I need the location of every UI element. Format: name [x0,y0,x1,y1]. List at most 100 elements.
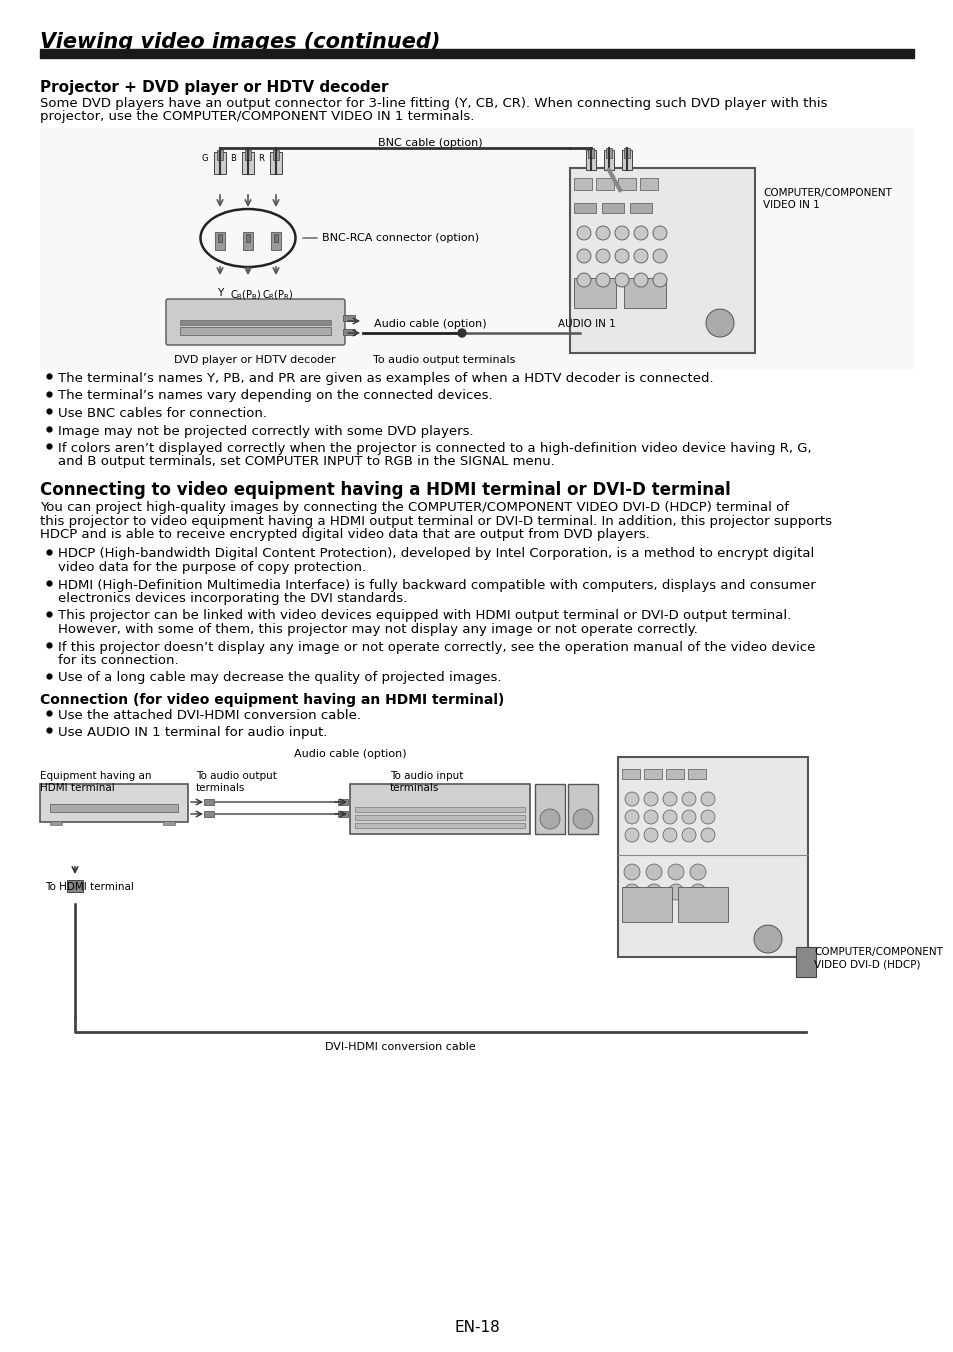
Text: BNC-RCA connector (option): BNC-RCA connector (option) [322,233,478,243]
Bar [204,799,213,804]
Circle shape [700,810,714,823]
Bar [40,784,188,822]
Bar [605,147,612,158]
Bar [213,151,226,174]
Text: R: R [258,154,264,164]
Circle shape [652,273,666,287]
Bar [567,784,598,834]
Text: BNC cable (option): BNC cable (option) [377,138,482,147]
Circle shape [667,884,683,900]
Bar [180,320,331,324]
Bar [274,234,277,242]
Circle shape [615,273,628,287]
Bar [355,807,524,813]
Bar [355,815,524,821]
Text: To audio output
terminals: To audio output terminals [195,771,276,794]
Bar [50,821,62,825]
Circle shape [645,864,661,880]
Bar [643,769,661,779]
Text: COMPUTER/COMPONENT
VIDEO IN 1: COMPUTER/COMPONENT VIDEO IN 1 [762,188,891,211]
Text: $\mathsf{C_R(P_R)}$: $\mathsf{C_R(P_R)}$ [262,288,294,301]
Circle shape [577,226,590,241]
Circle shape [705,310,733,337]
Bar [67,880,83,892]
Bar [204,811,213,817]
Text: video data for the purpose of copy protection.: video data for the purpose of copy prote… [58,561,366,575]
Bar [795,946,815,977]
Text: Projector + DVD player or HDTV decoder: Projector + DVD player or HDTV decoder [40,80,388,95]
Text: EN-18: EN-18 [454,1320,499,1334]
Bar [629,203,651,214]
Bar [569,168,754,353]
Bar [618,757,807,957]
Bar [242,151,253,174]
Text: for its connection.: for its connection. [58,654,178,667]
Text: G: G [201,154,208,164]
Circle shape [624,792,639,806]
Circle shape [624,827,639,842]
Bar [623,279,665,308]
Circle shape [643,827,658,842]
Text: COMPUTER/COMPONENT
VIDEO DVI-D (HDCP): COMPUTER/COMPONENT VIDEO DVI-D (HDCP) [813,946,942,969]
Text: If colors aren’t displayed correctly when the projector is connected to a high-d: If colors aren’t displayed correctly whe… [58,442,811,456]
Circle shape [645,884,661,900]
Text: HDCP (High-bandwidth Digital Content Protection), developed by Intel Corporation: HDCP (High-bandwidth Digital Content Pro… [58,548,814,561]
Text: $\mathsf{C_B(P_B)}$: $\mathsf{C_B(P_B)}$ [230,288,261,301]
Circle shape [634,226,647,241]
Bar [243,233,253,250]
Bar [337,799,348,804]
Bar [623,147,629,158]
Bar [535,784,564,834]
Circle shape [689,884,705,900]
Text: Y: Y [216,288,223,297]
Circle shape [577,273,590,287]
Bar [273,150,278,160]
Text: To HDMI terminal: To HDMI terminal [45,882,133,892]
Text: Use BNC cables for connection.: Use BNC cables for connection. [58,407,267,420]
Bar [350,784,530,834]
Text: Use of a long cable may decrease the quality of projected images.: Use of a long cable may decrease the qua… [58,672,501,684]
Circle shape [652,226,666,241]
Circle shape [681,810,696,823]
Circle shape [681,792,696,806]
Text: The terminal’s names vary depending on the connected devices.: The terminal’s names vary depending on t… [58,389,492,403]
Bar [355,823,524,827]
Bar [587,147,594,158]
Circle shape [700,792,714,806]
Circle shape [634,249,647,264]
Circle shape [681,827,696,842]
Text: DVI-HDMI conversion cable: DVI-HDMI conversion cable [324,1042,475,1052]
Text: and B output terminals, set COMPUTER INPUT to RGB in the SIGNAL menu.: and B output terminals, set COMPUTER INP… [58,456,555,469]
Text: Equipment having an
HDMI terminal: Equipment having an HDMI terminal [40,771,152,794]
Text: projector, use the COMPUTER/COMPONENT VIDEO IN 1 terminals.: projector, use the COMPUTER/COMPONENT VI… [40,110,474,123]
Bar [40,128,913,370]
Bar [574,279,616,308]
Text: Connecting to video equipment having a HDMI terminal or DVI-D terminal: Connecting to video equipment having a H… [40,481,730,499]
Text: HDMI (High-Definition Multimedia Interface) is fully backward compatible with co: HDMI (High-Definition Multimedia Interfa… [58,579,815,592]
Circle shape [539,808,559,829]
Text: AUDIO IN 1: AUDIO IN 1 [558,319,615,329]
Circle shape [652,249,666,264]
FancyBboxPatch shape [166,299,345,345]
Bar [214,233,225,250]
Circle shape [667,864,683,880]
Bar [50,804,178,813]
Circle shape [624,810,639,823]
Bar [678,887,727,922]
Text: Use the attached DVI-HDMI conversion cable.: Use the attached DVI-HDMI conversion cab… [58,708,360,722]
Text: electronics devices incorporating the DVI standards.: electronics devices incorporating the DV… [58,592,407,604]
Bar [246,234,250,242]
Text: To audio input
terminals: To audio input terminals [390,771,463,794]
Circle shape [662,827,677,842]
Bar [574,178,592,191]
Circle shape [753,925,781,953]
Text: Connection (for video equipment having an HDMI terminal): Connection (for video equipment having a… [40,694,504,707]
Circle shape [596,249,609,264]
Bar [665,769,683,779]
Text: However, with some of them, this projector may not display any image or not oper: However, with some of them, this project… [58,623,698,635]
Bar [574,203,596,214]
Bar [180,327,331,335]
Circle shape [457,329,465,337]
Bar [271,233,281,250]
Circle shape [689,864,705,880]
